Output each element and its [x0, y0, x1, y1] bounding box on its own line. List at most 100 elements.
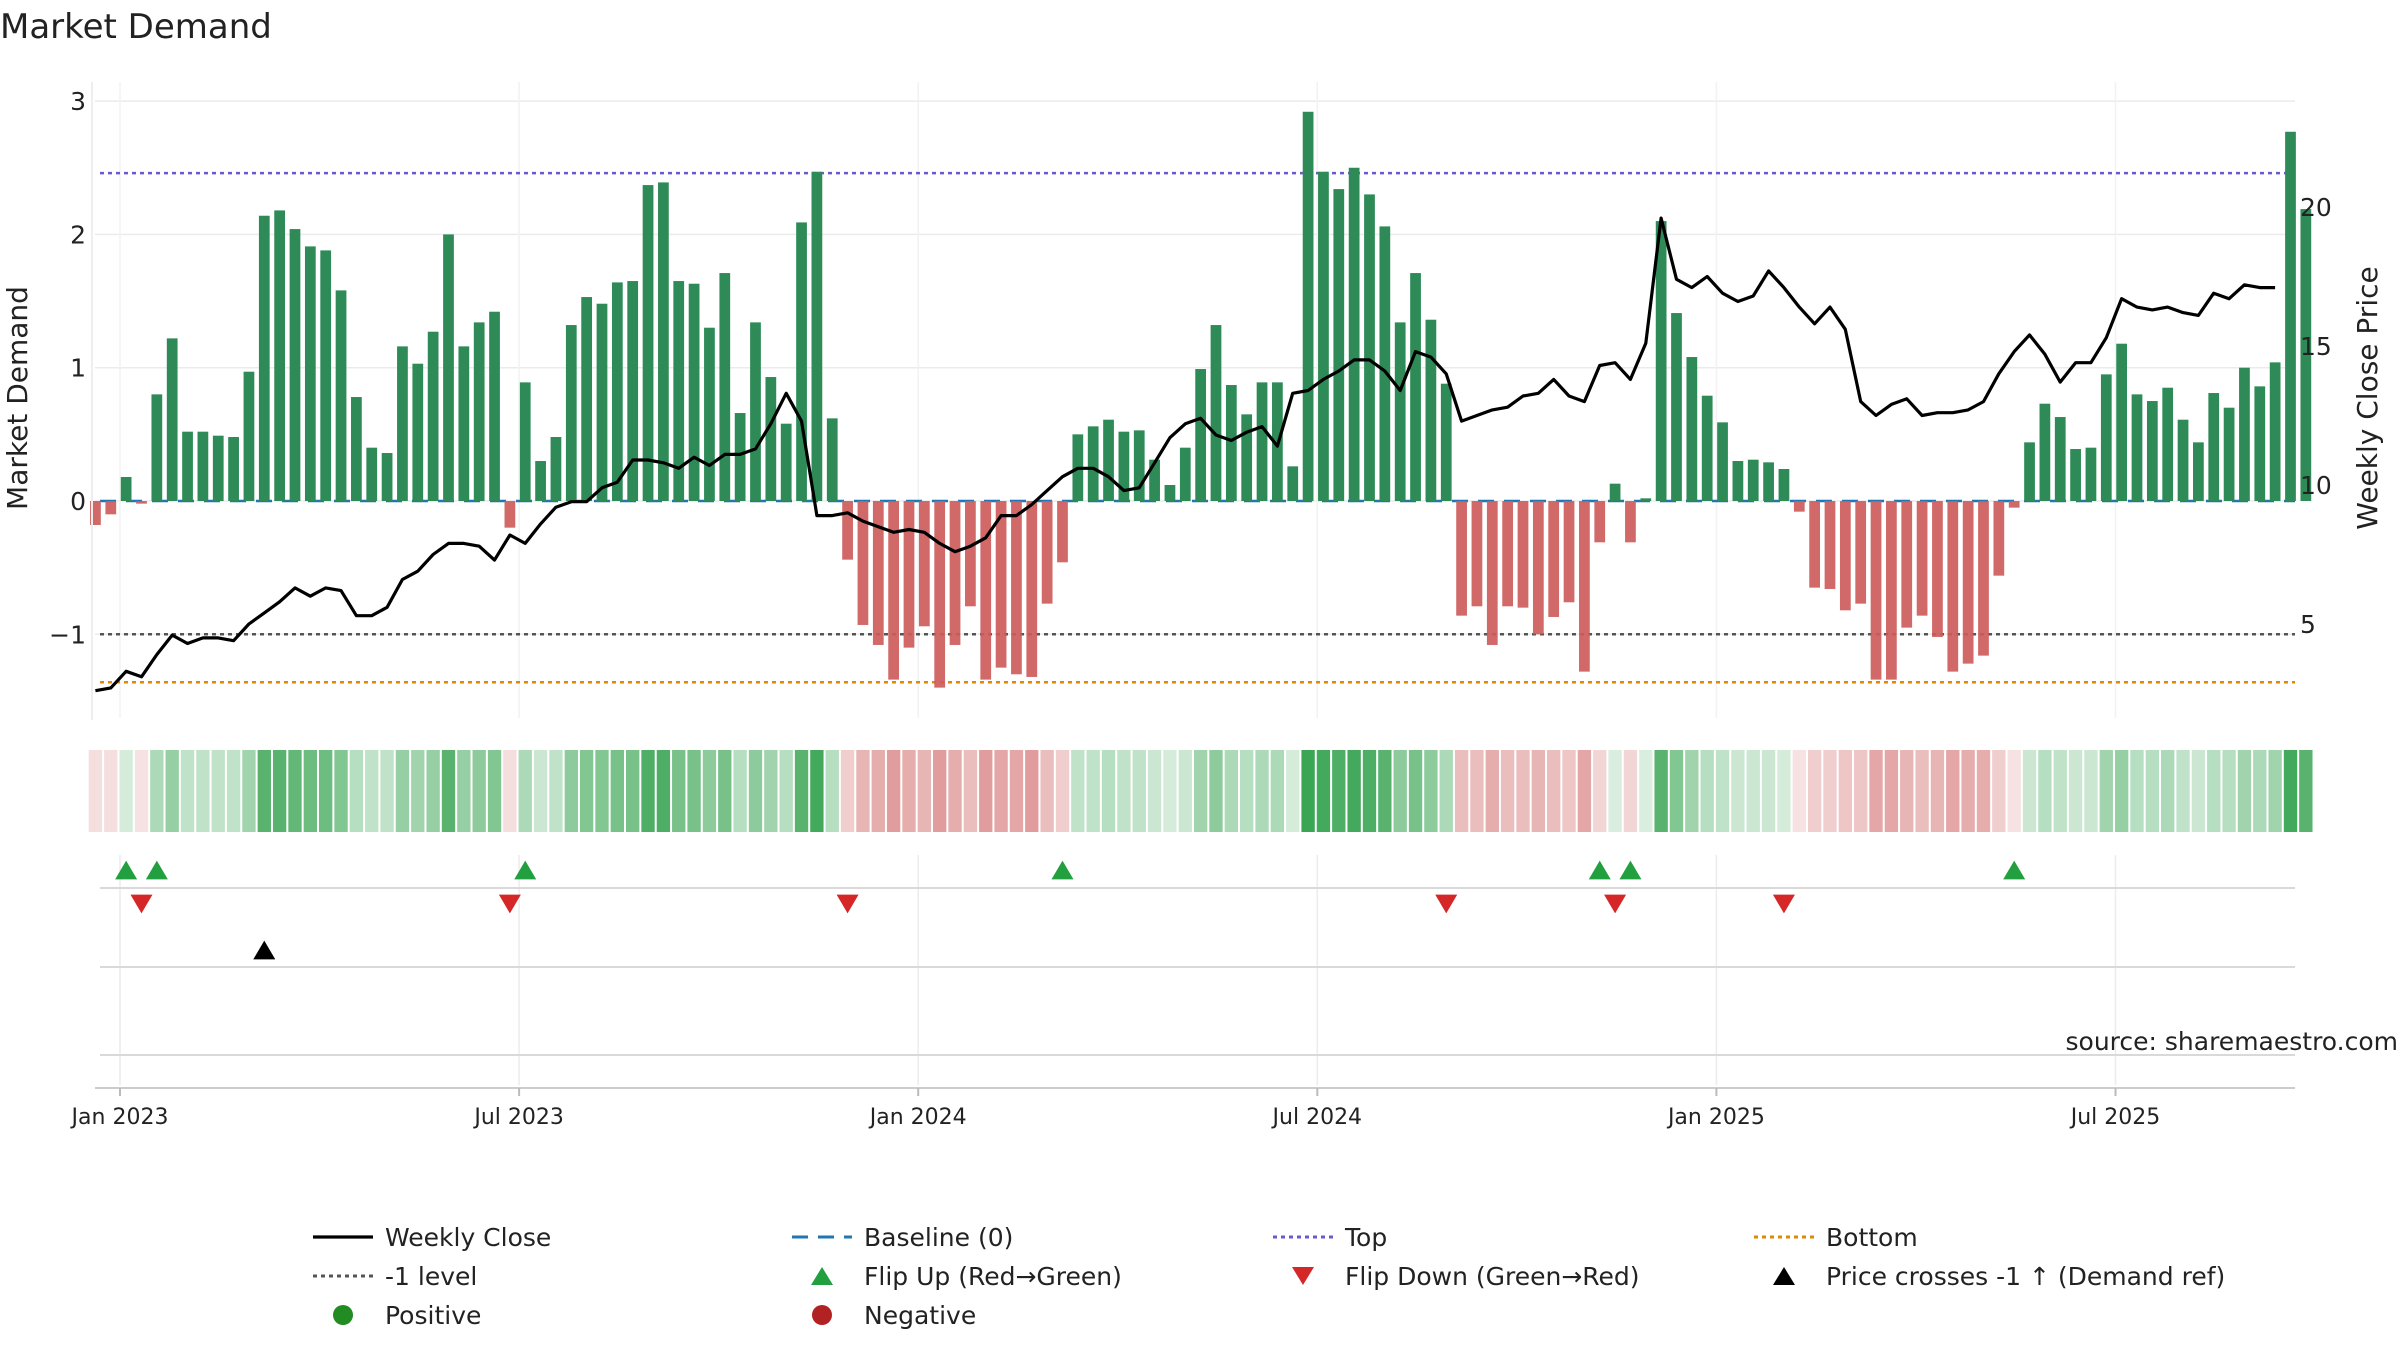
flip-up-marker [1588, 860, 1611, 880]
legend-swatch [1292, 1267, 1314, 1285]
demand-bar-negative [1548, 501, 1560, 617]
demand-bar-negative [2008, 501, 2020, 508]
heat-cell [1700, 750, 1714, 832]
heat-cell [1869, 750, 1883, 832]
demand-bar-positive [1732, 461, 1744, 501]
heat-cell [2253, 750, 2267, 832]
heat-cell [334, 750, 348, 832]
heat-cell [626, 750, 640, 832]
demand-bar-negative [1962, 501, 1974, 664]
demand-bar-negative [1793, 501, 1805, 512]
heat-cell [963, 750, 978, 832]
demand-bar-negative [1839, 501, 1851, 611]
heat-cell [917, 750, 932, 832]
demand-bar-positive [1302, 111, 1314, 501]
heat-cell [764, 750, 778, 832]
heat-cell [1378, 750, 1392, 832]
demand-bar-positive [811, 171, 823, 501]
heat-cell [211, 750, 225, 832]
signal-markers [115, 860, 2026, 960]
demand-bar-positive [182, 431, 193, 501]
demand-bar-positive [704, 327, 715, 501]
demand-bar-positive [535, 461, 546, 501]
y-tick-label-right: 10 [2300, 471, 2332, 500]
heat-cell [1900, 750, 1914, 832]
legend-swatch [812, 1305, 832, 1325]
demand-bar-negative [857, 501, 869, 625]
demand-bar-negative [980, 501, 992, 680]
legend-label: -1 level [385, 1262, 477, 1291]
heat-cell [1086, 750, 1100, 832]
demand-bar-positive [2162, 387, 2174, 501]
heat-cell [733, 750, 747, 832]
heat-cell [104, 750, 118, 832]
demand-bar-positive [1701, 395, 1713, 501]
heat-cell [1807, 750, 1822, 832]
heat-cell [288, 750, 302, 832]
demand-bar-positive [2131, 394, 2143, 501]
legend-item: Baseline (0) [792, 1223, 1013, 1252]
demand-bar-positive [1333, 189, 1345, 501]
heat-cell [487, 750, 502, 832]
heat-cell [1071, 750, 1085, 832]
heat-cell [457, 750, 471, 832]
heat-cell [2038, 750, 2052, 832]
demand-bar-negative [934, 501, 946, 688]
demand-bar-positive [1103, 419, 1114, 501]
heat-cell [1654, 750, 1668, 832]
flip-up-marker [1619, 860, 1642, 880]
heat-cell [349, 750, 364, 832]
demand-bar-negative [872, 501, 884, 645]
heat-cell [2099, 750, 2113, 832]
legend-label: Top [1344, 1223, 1387, 1252]
heat-cell [1255, 750, 1269, 832]
demand-bar-positive [642, 185, 654, 502]
legend-label: Weekly Close [385, 1223, 551, 1252]
y-axis-label-left: Market Demand [1, 286, 34, 510]
x-tick-label: Jul 2023 [472, 1105, 564, 1130]
heat-cell [840, 750, 855, 832]
demand-bar-positive [412, 363, 424, 501]
heat-cell [702, 750, 717, 832]
source-note: source: sharemaestro.com [2066, 1027, 2399, 1056]
heat-cell [1516, 750, 1530, 832]
demand-bar-positive [243, 371, 255, 501]
demand-bar-positive [1241, 414, 1253, 501]
demand-bar-positive [274, 210, 286, 501]
demand-bar-positive [2223, 407, 2235, 501]
demand-bar-positive [2085, 447, 2097, 501]
heat-cell [1347, 750, 1361, 832]
heat-cell [2176, 750, 2190, 832]
demand-bar-positive [2039, 403, 2051, 501]
heat-cell [2161, 750, 2175, 832]
demand-bar-positive [2054, 417, 2066, 501]
heat-cell [1147, 750, 1162, 832]
demand-bar-positive [304, 246, 316, 501]
heat-cell [1132, 750, 1146, 832]
heat-cell [1040, 750, 1054, 832]
heat-cell [119, 750, 133, 832]
flip-up-marker [115, 860, 138, 880]
flip-down-marker [836, 894, 859, 914]
demand-bar-positive [351, 397, 362, 501]
heat-cell [1163, 750, 1177, 832]
legend-label: Flip Down (Green→Red) [1345, 1262, 1640, 1291]
y-tick-label-left: 1 [70, 354, 86, 383]
y-tick-label-right: 20 [2300, 193, 2332, 222]
demand-bar-positive [2100, 374, 2112, 501]
legend-item: Negative [812, 1301, 976, 1330]
demand-bar-negative [842, 501, 853, 560]
heat-cell [656, 750, 671, 832]
demand-bar-positive [1717, 422, 1728, 501]
heat-cell [1792, 750, 1806, 832]
demand-bar-positive [320, 250, 332, 501]
heat-cell [533, 750, 548, 832]
heat-cell [503, 750, 517, 832]
demand-heat-strip [88, 750, 2313, 832]
heat-cell [1193, 750, 1208, 832]
demand-bar-positive [1671, 313, 1682, 501]
demand-bar-negative [1978, 501, 1989, 656]
demand-bar-negative [1870, 501, 1882, 680]
legend-swatch [1773, 1267, 1795, 1285]
